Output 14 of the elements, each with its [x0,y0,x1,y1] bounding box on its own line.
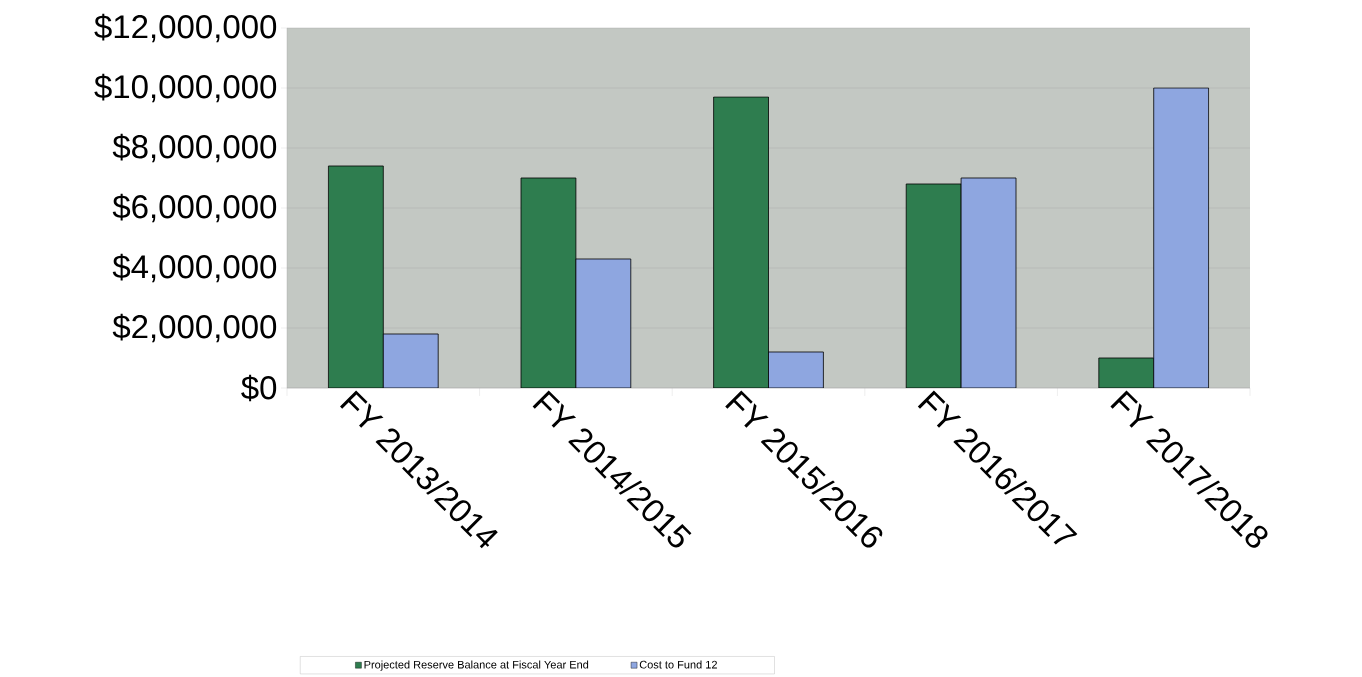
bar [1098,357,1155,388]
y-tick-label: $8,000,000 [112,133,277,163]
y-tick-label: $10,000,000 [94,73,277,103]
bar [713,96,769,388]
y-tick-label: $12,000,000 [94,13,277,43]
legend-label: Projected Reserve Balance at Fiscal Year End [364,660,589,671]
y-tick-label: $4,000,000 [112,253,277,283]
y-tick-label: $2,000,000 [112,313,277,343]
y-tick-label: $0 [241,374,277,402]
bar [520,177,577,388]
y-tick-label: $6,000,000 [112,193,277,223]
bar [905,183,962,388]
bar [328,165,384,388]
legend-label: Cost to Fund 12 [639,660,717,669]
